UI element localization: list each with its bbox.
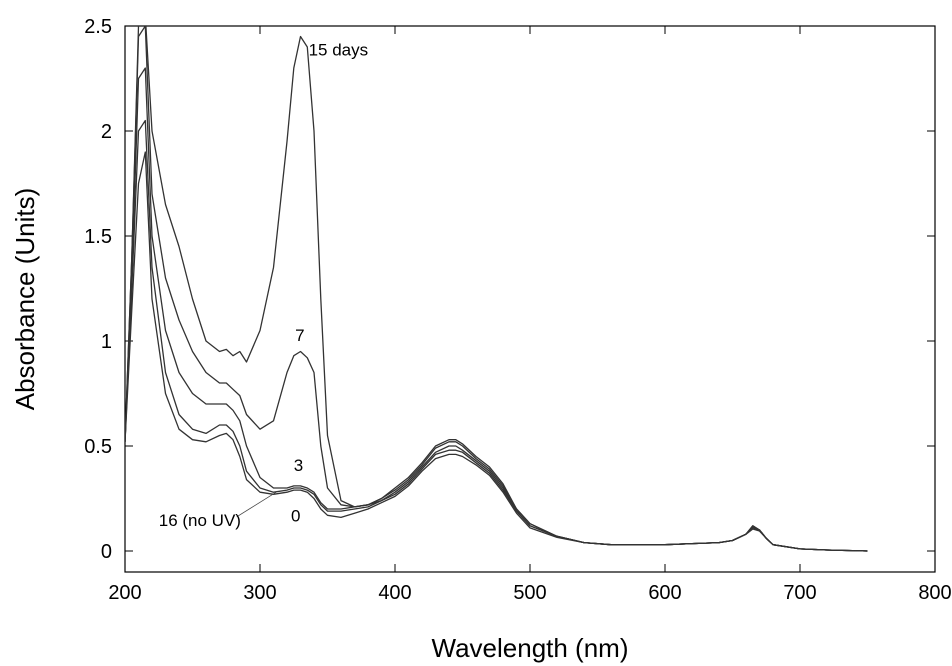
series-line — [125, 26, 868, 552]
plot-frame — [124, 25, 936, 573]
annotation-layer: 15 days 7 3 0 16 (no UV) — [159, 40, 368, 529]
x-axis-ticks: 200 300 400 500 600 700 800 — [108, 26, 952, 604]
x-tick-label: 700 — [783, 582, 816, 604]
x-tick-label: 800 — [918, 582, 951, 604]
y-tick-label: 1 — [101, 331, 112, 353]
series-annotation: 15 days — [309, 40, 369, 59]
series-annotation: 0 — [291, 507, 300, 526]
y-tick-label: 2 — [101, 121, 112, 143]
y-tick-label: 0.5 — [84, 436, 112, 458]
series-annotation: 3 — [294, 456, 303, 475]
y-tick-label: 0 — [101, 541, 112, 563]
x-tick-label: 600 — [648, 582, 681, 604]
y-axis-ticks: 0 0.5 1 1.5 2 2.5 — [84, 16, 935, 563]
series-line — [125, 26, 868, 552]
series-line — [125, 151, 868, 552]
y-tick-label: 2.5 — [84, 16, 112, 38]
x-tick-label: 500 — [513, 582, 546, 604]
x-tick-label: 400 — [378, 582, 411, 604]
annotation-leader — [236, 491, 277, 518]
series-line — [125, 67, 868, 552]
series-layer — [125, 26, 868, 552]
series-line — [125, 119, 868, 552]
x-tick-label: 200 — [108, 582, 141, 604]
x-axis-label: Wavelength (nm) — [432, 633, 629, 663]
series-annotation: 7 — [295, 326, 304, 345]
x-tick-label: 300 — [243, 582, 276, 604]
y-tick-label: 1.5 — [84, 226, 112, 248]
series-annotation: 16 (no UV) — [159, 511, 241, 530]
y-axis-label: Absorbance (Units) — [10, 188, 40, 411]
